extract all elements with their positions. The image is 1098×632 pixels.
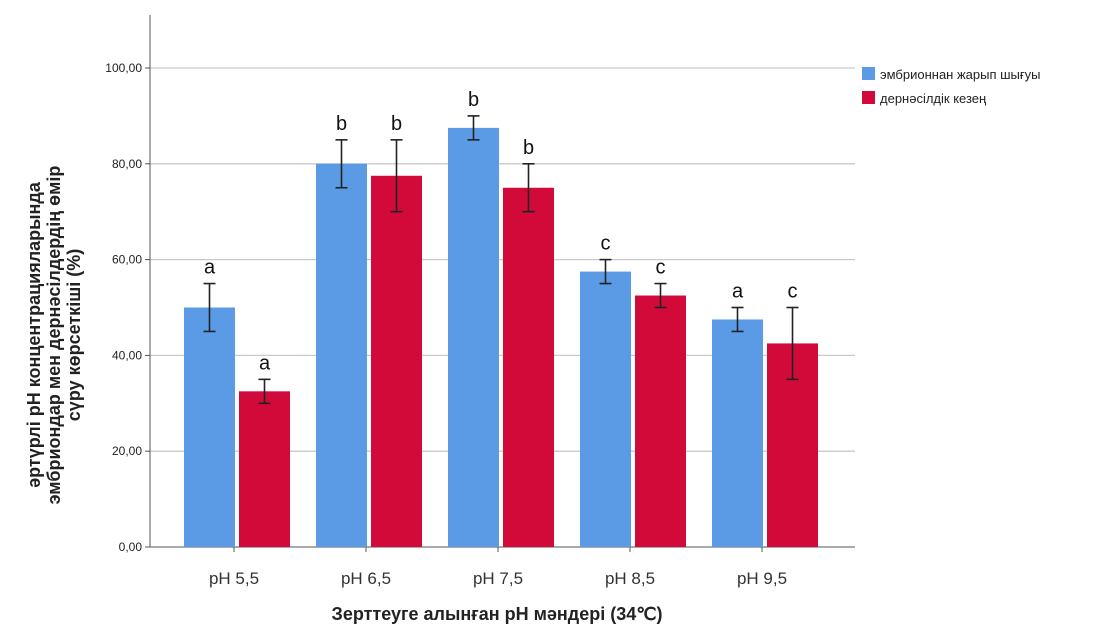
x-tick-label: pH 9,5 [737,569,787,588]
x-axis-ticks: pH 5,5 pH 6,5 pH 7,5 pH 8,5 pH 9,5 [209,547,787,588]
y-tick-label: 40,00 [112,348,142,362]
bar-hatching [184,307,235,547]
significance-letter: b [468,89,479,111]
significance-letter: b [336,113,347,135]
significance-letter: b [523,137,534,159]
bar-hatching [712,319,763,547]
y-tick-label: 100,00 [105,61,142,75]
y-axis-title-line-2: эмбриондар мен дернәсілдердің өмір [44,166,64,505]
significance-letter: a [259,352,271,374]
bars: a a b b b b c c a c [184,89,818,548]
x-tick-label: pH 7,5 [473,569,523,588]
legend-label-hatching: эмбрионнан жарып шығуы [880,67,1040,82]
bar-larval [635,295,686,547]
bar-hatching [316,163,367,548]
y-axis-ticks: 0,00 20,00 40,00 60,00 80,00 100,00 [105,61,150,554]
legend: эмбрионнан жарып шығуы дернәсілдік кезең [862,67,1040,106]
legend-swatch-larval [862,91,875,104]
x-axis-title: Зерттеуге алынған pH мәндері (34℃) [332,604,663,624]
bar-larval [239,391,290,547]
legend-swatch-hatching [862,67,875,80]
y-axis-title-line-1: әртүрлі pH концентрацияларында [24,181,44,488]
bar-larval [503,187,554,547]
bar-hatching [448,127,499,547]
x-tick-label: pH 5,5 [209,569,259,588]
x-tick-label: pH 6,5 [341,569,391,588]
bar-larval [371,175,422,547]
x-tick-label: pH 8,5 [605,569,655,588]
y-tick-label: 20,00 [112,444,142,458]
y-axis-title-line-3: сүру көрсеткіші (%) [64,249,84,421]
significance-letter: c [601,233,611,255]
significance-letter: a [204,257,216,279]
significance-letter: b [391,113,402,135]
legend-label-larval: дернәсілдік кезең [880,91,987,106]
significance-letter: c [656,257,666,279]
y-tick-label: 60,00 [112,253,142,267]
bar-hatching [580,271,631,547]
y-tick-label: 0,00 [119,540,143,554]
significance-letter: c [788,281,798,303]
y-axis-title: әртүрлі pH концентрацияларында эмбрионда… [24,166,84,505]
y-tick-label: 80,00 [112,157,142,171]
significance-letter: a [732,281,744,303]
